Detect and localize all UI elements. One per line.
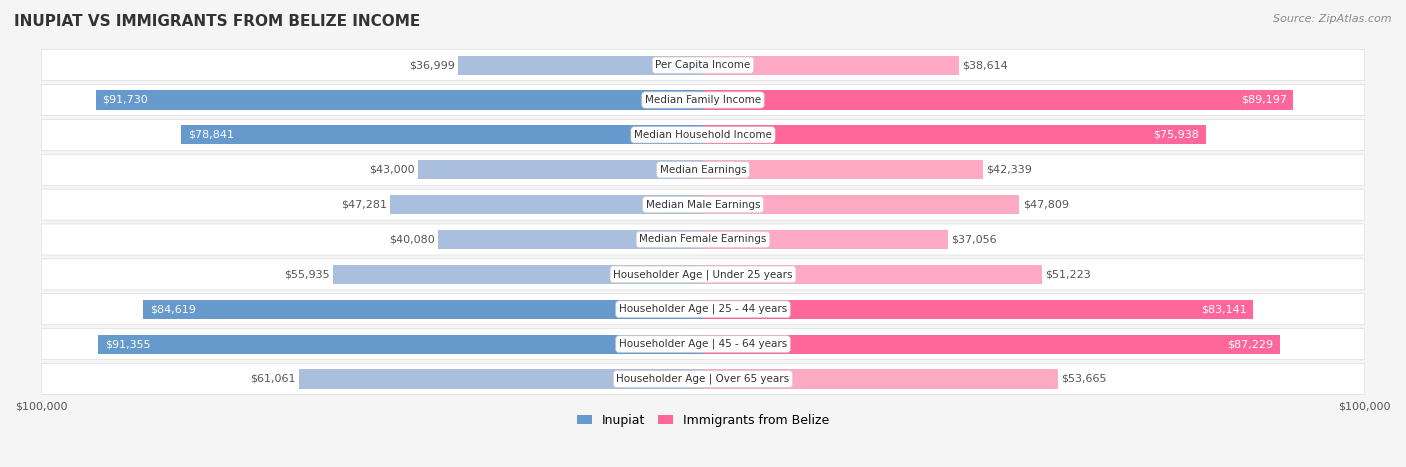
Text: $91,730: $91,730 — [103, 95, 149, 105]
Bar — [703, 160, 983, 179]
Text: $36,999: $36,999 — [409, 60, 456, 70]
Text: $84,619: $84,619 — [149, 304, 195, 314]
Text: $37,056: $37,056 — [952, 234, 997, 245]
FancyBboxPatch shape — [41, 259, 1365, 290]
Text: Householder Age | 45 - 64 years: Householder Age | 45 - 64 years — [619, 339, 787, 349]
Bar — [143, 300, 703, 319]
Text: $42,339: $42,339 — [987, 165, 1032, 175]
Text: $51,223: $51,223 — [1045, 269, 1091, 279]
Bar — [389, 195, 703, 214]
Text: INUPIAT VS IMMIGRANTS FROM BELIZE INCOME: INUPIAT VS IMMIGRANTS FROM BELIZE INCOME — [14, 14, 420, 29]
Bar — [703, 230, 948, 249]
Text: $47,809: $47,809 — [1022, 199, 1069, 210]
Text: Per Capita Income: Per Capita Income — [655, 60, 751, 70]
Text: $55,935: $55,935 — [284, 269, 329, 279]
Text: $89,197: $89,197 — [1240, 95, 1286, 105]
Bar — [703, 334, 1281, 354]
Text: $91,355: $91,355 — [105, 339, 150, 349]
Text: $61,061: $61,061 — [250, 374, 295, 384]
Text: $47,281: $47,281 — [340, 199, 387, 210]
Bar — [419, 160, 703, 179]
FancyBboxPatch shape — [41, 329, 1365, 360]
FancyBboxPatch shape — [41, 120, 1365, 150]
Bar — [458, 56, 703, 75]
Text: $40,080: $40,080 — [388, 234, 434, 245]
Text: $87,229: $87,229 — [1227, 339, 1274, 349]
FancyBboxPatch shape — [41, 363, 1365, 395]
Text: $83,141: $83,141 — [1201, 304, 1247, 314]
Text: Householder Age | 25 - 44 years: Householder Age | 25 - 44 years — [619, 304, 787, 314]
FancyBboxPatch shape — [41, 50, 1365, 81]
Text: Householder Age | Under 25 years: Householder Age | Under 25 years — [613, 269, 793, 280]
FancyBboxPatch shape — [41, 154, 1365, 185]
Text: Median Family Income: Median Family Income — [645, 95, 761, 105]
Text: Median Male Earnings: Median Male Earnings — [645, 199, 761, 210]
Text: Median Female Earnings: Median Female Earnings — [640, 234, 766, 245]
Bar — [98, 334, 703, 354]
Bar — [703, 195, 1019, 214]
Text: $75,938: $75,938 — [1153, 130, 1199, 140]
Bar — [333, 265, 703, 284]
Bar — [703, 91, 1294, 110]
Legend: Inupiat, Immigrants from Belize: Inupiat, Immigrants from Belize — [572, 409, 834, 432]
Bar — [437, 230, 703, 249]
Bar — [703, 265, 1042, 284]
Bar — [181, 125, 703, 144]
FancyBboxPatch shape — [41, 189, 1365, 220]
Text: $78,841: $78,841 — [188, 130, 233, 140]
Text: $38,614: $38,614 — [962, 60, 1008, 70]
Bar — [96, 91, 703, 110]
Bar — [703, 300, 1253, 319]
Text: $43,000: $43,000 — [370, 165, 415, 175]
Bar — [703, 369, 1059, 389]
Text: Householder Age | Over 65 years: Householder Age | Over 65 years — [616, 374, 790, 384]
FancyBboxPatch shape — [41, 85, 1365, 115]
Text: Median Household Income: Median Household Income — [634, 130, 772, 140]
Bar — [299, 369, 703, 389]
FancyBboxPatch shape — [41, 294, 1365, 325]
Text: Median Earnings: Median Earnings — [659, 165, 747, 175]
Text: Source: ZipAtlas.com: Source: ZipAtlas.com — [1274, 14, 1392, 24]
FancyBboxPatch shape — [41, 224, 1365, 255]
Bar — [703, 125, 1205, 144]
Bar — [703, 56, 959, 75]
Text: $53,665: $53,665 — [1062, 374, 1107, 384]
